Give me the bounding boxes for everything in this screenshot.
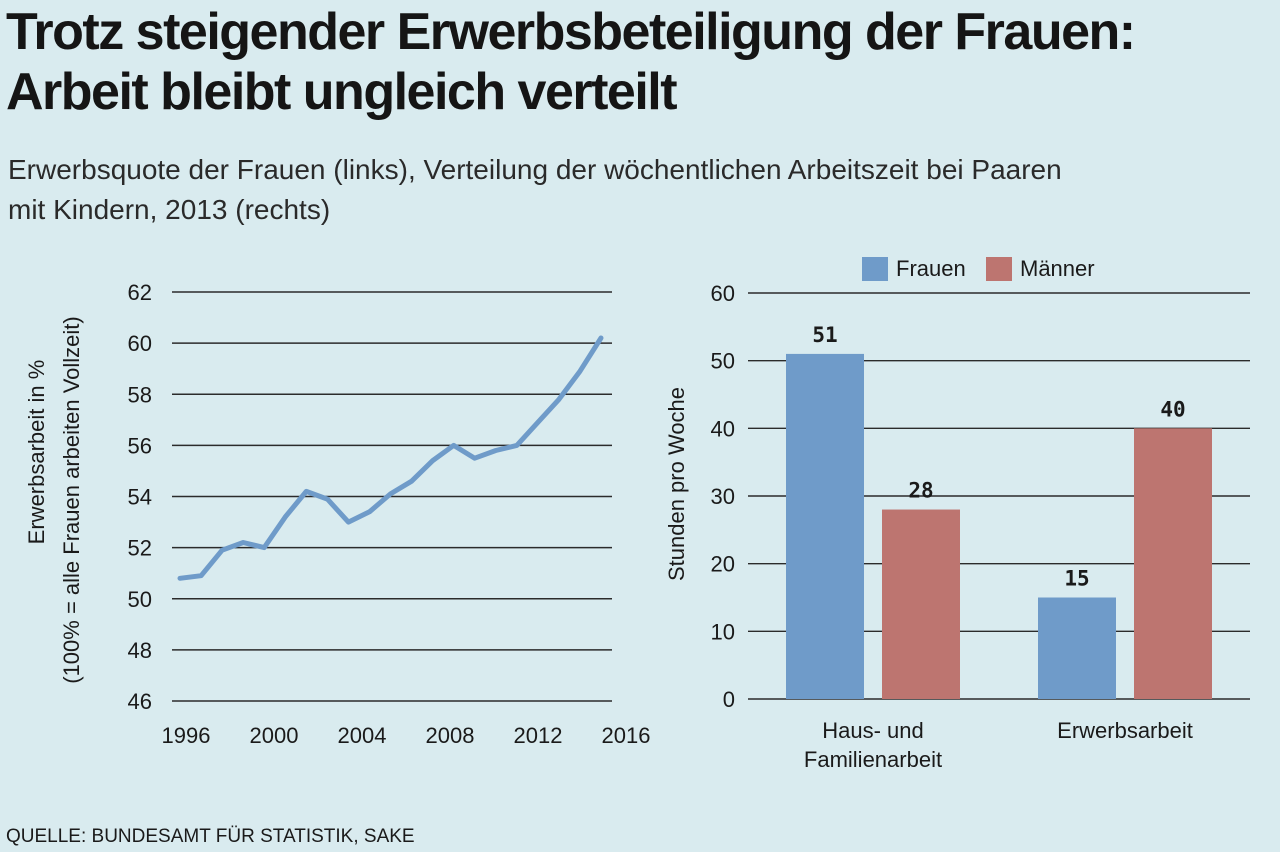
bar-category-label: Familienarbeit bbox=[804, 747, 942, 772]
line-x-tick-label: 2004 bbox=[338, 723, 387, 748]
line-y-axis-title-2: (100% = alle Frauen arbeiten Vollzeit) bbox=[59, 316, 84, 684]
line-y-axis-title-1: Erwerbsarbeit in % bbox=[24, 360, 49, 545]
bar-value-label: 15 bbox=[1064, 567, 1089, 591]
bar-value-label: 51 bbox=[812, 323, 837, 347]
bar-männer bbox=[1134, 428, 1212, 699]
legend-label-frauen: Frauen bbox=[896, 256, 966, 281]
bar-category-label: Erwerbsarbeit bbox=[1057, 718, 1193, 743]
line-y-tick-label: 56 bbox=[128, 433, 152, 458]
bar-y-tick-label: 40 bbox=[711, 416, 735, 441]
line-y-tick-label: 52 bbox=[128, 536, 152, 561]
line-y-tick-label: 50 bbox=[128, 587, 152, 612]
bar-y-tick-label: 20 bbox=[711, 552, 735, 577]
line-y-tick-label: 62 bbox=[128, 280, 152, 305]
line-series-erwerbsquote bbox=[177, 335, 604, 581]
chart-title: Trotz steigender Erwerbsbeteiligung der … bbox=[6, 2, 1276, 122]
bar-y-tick-label: 60 bbox=[711, 281, 735, 306]
bar-männer bbox=[882, 509, 960, 699]
line-x-tick-label: 2008 bbox=[426, 723, 475, 748]
title-line-1: Trotz steigender Erwerbsbeteiligung der … bbox=[6, 3, 1136, 61]
bar-frauen bbox=[786, 353, 864, 699]
line-y-tick-label: 48 bbox=[128, 638, 152, 663]
legend-swatch-männer bbox=[986, 257, 1012, 281]
line-y-tick-label: 60 bbox=[128, 331, 152, 356]
source-note: QUELLE: BUNDESAMT FÜR STATISTIK, SAKE bbox=[6, 826, 415, 847]
bar-category-label: Haus- und bbox=[822, 718, 924, 743]
bar-y-tick-label: 50 bbox=[711, 349, 735, 374]
line-y-tick-label: 54 bbox=[128, 485, 152, 510]
legend-swatch-frauen bbox=[862, 257, 888, 281]
bar-frauen bbox=[1038, 597, 1116, 699]
line-y-tick-label: 58 bbox=[128, 382, 152, 407]
title-line-2: Arbeit bleibt ungleich verteilt bbox=[6, 63, 678, 121]
legend-label-männer: Männer bbox=[1020, 256, 1095, 281]
bar-y-tick-label: 10 bbox=[711, 619, 735, 644]
bar-y-tick-label: 30 bbox=[711, 484, 735, 509]
subtitle-line-2: mit Kindern, 2013 (rechts) bbox=[8, 194, 331, 225]
line-y-tick-label: 46 bbox=[128, 689, 152, 714]
subtitle-line-1: Erwerbsquote der Frauen (links), Verteil… bbox=[8, 154, 1062, 185]
bar-value-label: 28 bbox=[908, 479, 933, 503]
line-x-tick-label: 2016 bbox=[602, 723, 651, 748]
line-x-tick-label: 2012 bbox=[514, 723, 563, 748]
chart-subtitle: Erwerbsquote der Frauen (links), Verteil… bbox=[8, 150, 1208, 230]
bar-y-tick-label: 0 bbox=[723, 687, 735, 712]
bar-value-label: 40 bbox=[1160, 397, 1185, 421]
line-x-tick-label: 1996 bbox=[162, 723, 211, 748]
line-x-tick-label: 2000 bbox=[250, 723, 299, 748]
bar-y-axis-title: Stunden pro Woche bbox=[664, 387, 689, 581]
